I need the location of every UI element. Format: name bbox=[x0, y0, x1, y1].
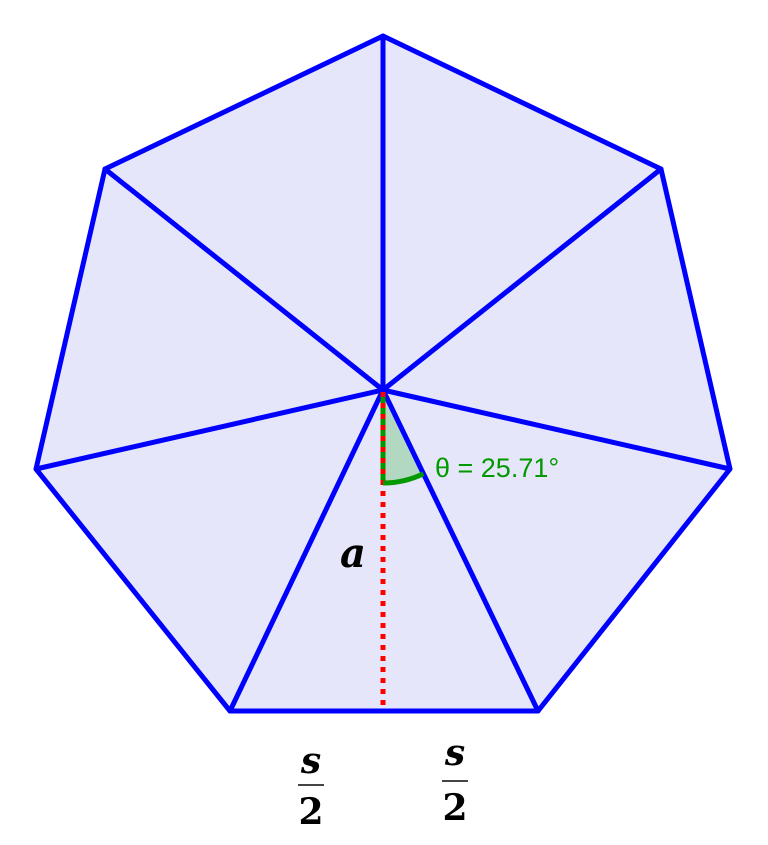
heptagon-outline bbox=[33, 33, 733, 714]
numerator: s bbox=[300, 740, 321, 782]
angle-label: θ = 25.71° bbox=[435, 453, 559, 483]
half-side-left-fraction: s 2 bbox=[298, 740, 324, 833]
spokes bbox=[33, 33, 733, 714]
denominator: 2 bbox=[442, 787, 467, 829]
spoke bbox=[227, 387, 386, 714]
spoke bbox=[380, 166, 664, 393]
apothem-label: a bbox=[340, 530, 366, 577]
denominator: 2 bbox=[298, 791, 323, 833]
half-side-right-fraction: s 2 bbox=[442, 732, 468, 829]
spoke bbox=[102, 166, 386, 393]
numerator: s bbox=[444, 732, 465, 774]
spoke bbox=[380, 387, 733, 472]
angle-arc bbox=[382, 471, 425, 486]
spoke bbox=[33, 387, 386, 472]
spoke bbox=[380, 387, 541, 714]
